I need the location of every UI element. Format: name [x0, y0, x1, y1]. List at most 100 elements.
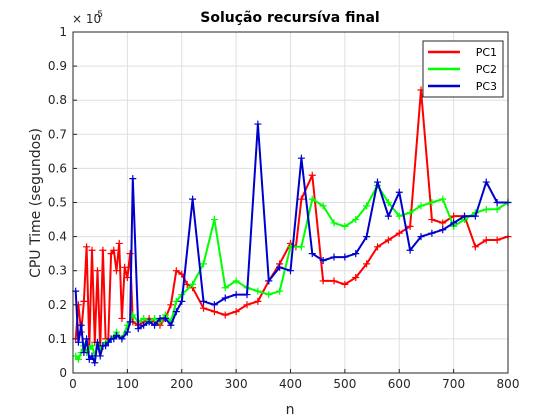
data-point: [83, 335, 91, 343]
data-point: [265, 277, 273, 285]
data-point: [96, 352, 104, 360]
data-point: [471, 212, 479, 220]
data-point: [74, 338, 82, 346]
data-point: [439, 226, 447, 234]
data-point: [406, 222, 414, 230]
data-point: [140, 321, 148, 329]
data-point: [341, 222, 349, 230]
data-point: [439, 219, 447, 227]
y-tick-label: 0.9: [48, 59, 67, 73]
data-point: [93, 267, 101, 275]
data-point: [276, 263, 284, 271]
x-tick-label: 500: [333, 377, 356, 391]
data-point: [151, 321, 159, 329]
data-point: [395, 229, 403, 237]
data-point: [341, 253, 349, 261]
data-point: [254, 120, 262, 128]
legend-items: PC1 PC2 PC3: [428, 46, 497, 93]
data-point: [428, 216, 436, 224]
data-point: [493, 236, 501, 244]
chart-title: Solução recursíva final: [200, 10, 379, 26]
y-exponent-power: -5: [94, 10, 103, 20]
data-point: [140, 314, 148, 322]
legend: PC1 PC2 PC3: [422, 40, 504, 98]
data-point: [428, 199, 436, 206]
data-point: [232, 277, 240, 285]
data-point: [145, 318, 153, 326]
data-point: [93, 338, 101, 346]
legend-label-pc1: PC1: [476, 46, 497, 59]
data-point: [221, 284, 229, 292]
data-point: [126, 318, 134, 326]
data-point: [161, 314, 169, 322]
data-point: [417, 233, 425, 241]
data-point: [113, 267, 120, 275]
data-point: [308, 250, 316, 258]
data-point: [417, 202, 425, 210]
data-point: [99, 246, 107, 254]
data-point: [395, 188, 403, 196]
data-point: [384, 199, 392, 206]
y-tick-label: 0.7: [48, 127, 67, 141]
x-tick-label: 300: [225, 377, 248, 391]
y-tick-label: 0.4: [48, 230, 67, 244]
data-point: [189, 280, 197, 288]
data-point: [123, 328, 131, 336]
data-point: [129, 175, 137, 183]
data-point: [439, 195, 447, 203]
data-point: [74, 355, 82, 363]
data-point: [172, 308, 180, 316]
x-tick-label: 600: [388, 377, 411, 391]
data-point: [493, 205, 501, 213]
data-point: [493, 199, 501, 206]
data-point: [88, 352, 96, 360]
data-point: [319, 277, 327, 285]
y-tick-label: 0.1: [48, 332, 67, 346]
data-point: [482, 205, 490, 213]
x-tick-label: 700: [442, 377, 465, 391]
data-point: [471, 243, 479, 251]
data-point: [243, 301, 251, 309]
data-point: [297, 243, 305, 251]
data-point: [243, 291, 251, 299]
data-point: [80, 297, 88, 305]
data-point: [384, 236, 392, 244]
x-tick-label: 200: [170, 377, 193, 391]
data-point: [384, 212, 392, 220]
data-point: [88, 246, 96, 254]
y-tick-label: 0.8: [48, 93, 67, 107]
x-axis-label: n: [286, 402, 295, 418]
data-point: [374, 178, 381, 186]
data-point: [254, 297, 262, 305]
data-point: [406, 209, 414, 217]
data-point: [77, 321, 85, 329]
grid: [72, 31, 509, 374]
data-point: [200, 297, 207, 305]
y-tick-label: 0.5: [48, 196, 67, 210]
data-point: [167, 301, 175, 309]
data-point: [330, 253, 338, 261]
data-point: [363, 260, 371, 268]
data-point: [232, 291, 240, 299]
x-tick-label: 0: [69, 377, 77, 391]
data-point: [287, 267, 294, 275]
y-tick-label: 0: [59, 366, 67, 380]
series-layer: [72, 86, 512, 367]
data-point: [330, 219, 338, 227]
data-point: [210, 216, 218, 224]
data-point: [461, 212, 468, 220]
legend-label-pc2: PC2: [476, 63, 497, 76]
y-tick-label: 0.6: [48, 161, 67, 175]
y-tick-label: 1: [59, 25, 67, 39]
data-point: [450, 219, 458, 227]
data-point: [200, 260, 207, 268]
series-pc3: [72, 120, 512, 367]
data-point: [83, 243, 91, 251]
data-point: [363, 233, 371, 241]
x-tick-label: 800: [497, 377, 520, 391]
data-point: [450, 212, 458, 220]
x-tick-label: 100: [116, 377, 139, 391]
y-ticks: 0 0.1 0.2 0.3 0.4 0.5 0.6 0.7 0.8 0.9 1: [48, 25, 77, 380]
data-point: [341, 280, 349, 288]
data-point: [319, 202, 327, 210]
